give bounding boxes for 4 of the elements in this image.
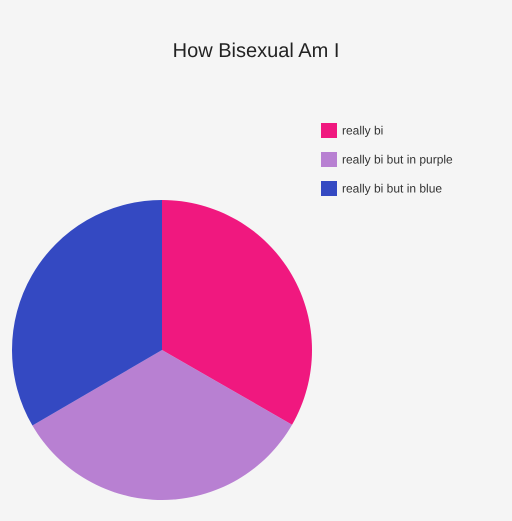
legend-label: really bi but in purple xyxy=(342,152,454,166)
legend-label: really bi xyxy=(342,124,384,138)
chart-title: How Bisexual Am I xyxy=(172,40,340,62)
legend-label: really bi but in blue xyxy=(342,182,442,196)
